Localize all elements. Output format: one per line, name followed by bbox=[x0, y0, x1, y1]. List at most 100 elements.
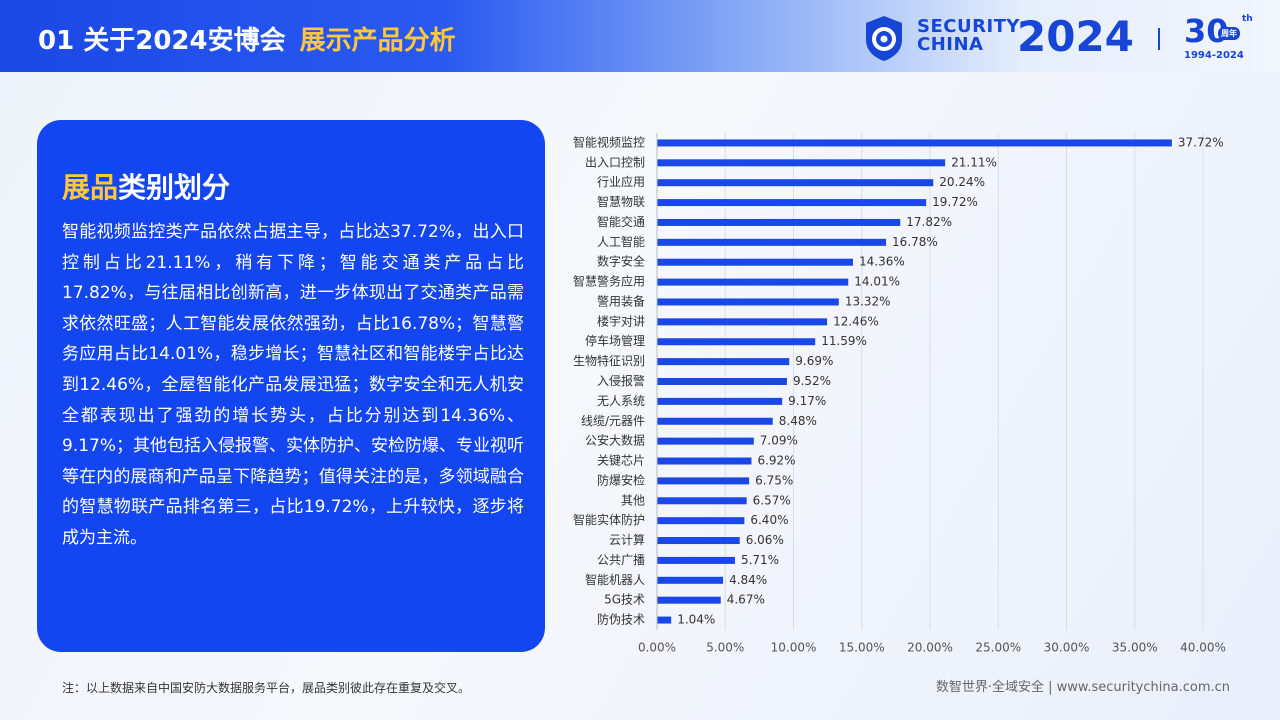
y-tick-label: 公共广播 bbox=[597, 553, 645, 567]
x-tick-label: 0.00% bbox=[638, 641, 676, 655]
x-tick-label: 30.00% bbox=[1044, 641, 1090, 655]
x-tick-label: 40.00% bbox=[1180, 641, 1226, 655]
bar bbox=[657, 199, 927, 207]
y-tick-label: 关键芯片 bbox=[597, 454, 645, 468]
footnote: 注：以上数据来自中国安防大数据服务平台，展品类别彼此存在重复及交叉。 bbox=[62, 681, 471, 695]
y-tick-label: 其他 bbox=[621, 493, 645, 507]
value-label: 4.84% bbox=[729, 573, 767, 587]
value-label: 1.04% bbox=[677, 613, 715, 627]
value-label: 37.72% bbox=[1178, 135, 1224, 149]
bar bbox=[657, 318, 828, 326]
x-tick-label: 5.00% bbox=[706, 641, 744, 655]
panel-title: 展品类别划分 bbox=[62, 166, 230, 206]
bar bbox=[657, 179, 934, 187]
y-tick-label: 公安大数据 bbox=[585, 433, 645, 448]
bar bbox=[657, 278, 849, 286]
y-tick-label: 警用装备 bbox=[597, 293, 645, 308]
y-tick-label: 5G技术 bbox=[604, 593, 645, 607]
bar bbox=[657, 139, 1172, 147]
y-tick-label: 智慧警务应用 bbox=[573, 274, 645, 289]
value-label: 8.48% bbox=[779, 414, 817, 428]
bar bbox=[657, 358, 790, 366]
header-bar: 01 关于2024安博会 展示产品分析 SECURITY CHINA 2024 30… bbox=[0, 0, 1280, 72]
title-text: 01 关于2024安博会 bbox=[38, 26, 286, 56]
bar bbox=[657, 576, 724, 584]
anniversary-years: 1994-2024 bbox=[1184, 50, 1244, 61]
text-panel: 展品类别划分 智能视频监控类产品依然占据主导，占比达37.72%，出入口控制占比… bbox=[37, 120, 545, 652]
bar bbox=[657, 477, 750, 485]
logo-line1: SECURITY bbox=[917, 16, 1020, 37]
y-tick-label: 入侵报警 bbox=[597, 373, 645, 388]
y-tick-label: 云计算 bbox=[609, 532, 645, 547]
value-label: 6.06% bbox=[746, 533, 784, 547]
x-tick-label: 20.00% bbox=[907, 641, 953, 655]
bar bbox=[657, 397, 783, 405]
bar bbox=[657, 457, 752, 465]
title-highlight: 展示产品分析 bbox=[299, 26, 456, 56]
site-footer: 数智世界·全域安全 | www.securitychina.com.cn bbox=[935, 680, 1230, 695]
x-tick-label: 25.00% bbox=[975, 641, 1021, 655]
value-label: 9.69% bbox=[795, 354, 833, 368]
value-label: 19.72% bbox=[932, 195, 978, 209]
y-tick-label: 防爆安检 bbox=[597, 472, 645, 487]
bar bbox=[657, 298, 839, 306]
value-label: 13.32% bbox=[845, 294, 891, 308]
y-tick-label: 无人系统 bbox=[597, 394, 645, 408]
bar bbox=[657, 258, 854, 266]
panel-title-highlight: 展品 bbox=[62, 171, 119, 204]
value-label: 7.09% bbox=[760, 434, 798, 448]
value-label: 16.78% bbox=[892, 235, 938, 249]
bar bbox=[657, 616, 672, 624]
value-label: 12.46% bbox=[833, 314, 879, 328]
value-label: 5.71% bbox=[741, 553, 779, 567]
y-tick-label: 智能交通 bbox=[597, 214, 645, 229]
value-label: 9.52% bbox=[793, 374, 831, 388]
value-label: 6.40% bbox=[750, 513, 788, 527]
y-tick-label: 行业应用 bbox=[597, 174, 645, 189]
value-label: 11.59% bbox=[821, 334, 867, 348]
bar bbox=[657, 556, 735, 564]
bar bbox=[657, 497, 747, 505]
bar bbox=[657, 378, 787, 385]
logo: SECURITY CHINA 2024 30 th 周年 1994-2024 bbox=[862, 12, 1262, 64]
value-label: 14.01% bbox=[854, 275, 900, 289]
x-tick-label: 10.00% bbox=[771, 641, 817, 655]
x-tick-label: 15.00% bbox=[839, 641, 885, 655]
value-label: 6.57% bbox=[753, 493, 791, 507]
bar bbox=[657, 596, 721, 604]
anniversary-suffix: th bbox=[1242, 14, 1253, 24]
value-label: 9.17% bbox=[788, 394, 826, 408]
bar bbox=[657, 517, 745, 525]
value-label: 6.92% bbox=[757, 454, 795, 468]
y-tick-label: 智慧物联 bbox=[597, 194, 645, 209]
value-label: 17.82% bbox=[906, 215, 952, 229]
logo-year: 2024 bbox=[1017, 12, 1134, 61]
header-title: 01 关于2024安博会 展示产品分析 bbox=[38, 20, 456, 57]
panel-body: 智能视频监控类产品依然占据主导，占比达37.72%，出入口控制占比21.11%，… bbox=[62, 222, 525, 548]
y-tick-label: 出入口控制 bbox=[585, 155, 645, 169]
bar bbox=[657, 338, 816, 346]
logo-text: SECURITY CHINA bbox=[917, 18, 1020, 54]
value-label: 4.67% bbox=[727, 593, 765, 607]
bar bbox=[657, 238, 887, 246]
value-label: 14.36% bbox=[859, 255, 905, 269]
bar bbox=[657, 218, 901, 226]
y-tick-label: 智能视频监控 bbox=[573, 134, 645, 149]
value-label: 21.11% bbox=[951, 155, 997, 169]
y-tick-label: 数字安全 bbox=[597, 254, 645, 269]
anniversary-word: 周年 bbox=[1218, 27, 1240, 40]
bar bbox=[657, 417, 773, 425]
value-label: 6.75% bbox=[755, 473, 793, 487]
y-tick-label: 停车场管理 bbox=[585, 333, 645, 348]
logo-separator bbox=[1158, 28, 1160, 50]
y-tick-label: 智能机器人 bbox=[585, 572, 645, 587]
anniversary: 30 th 周年 1994-2024 bbox=[1184, 14, 1253, 61]
y-tick-label: 防伪技术 bbox=[597, 612, 645, 627]
value-label: 20.24% bbox=[939, 175, 985, 189]
panel-title-text: 类别划分 bbox=[118, 171, 231, 204]
bar bbox=[657, 537, 740, 545]
x-tick-label: 35.00% bbox=[1112, 641, 1158, 655]
y-tick-label: 智能实体防护 bbox=[573, 512, 645, 527]
